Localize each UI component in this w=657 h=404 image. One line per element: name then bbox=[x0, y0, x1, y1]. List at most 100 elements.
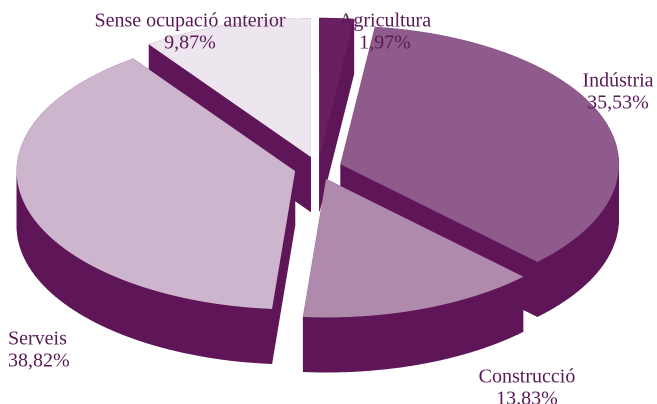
slice-side bbox=[140, 285, 148, 344]
slice-side bbox=[470, 294, 479, 353]
slice-side bbox=[516, 276, 524, 336]
slice-side bbox=[417, 307, 427, 365]
slice-side bbox=[401, 310, 411, 368]
slice-top bbox=[148, 18, 311, 158]
slice-side bbox=[161, 291, 170, 350]
slice-label: Indústria bbox=[582, 70, 653, 92]
slice bbox=[16, 58, 296, 365]
slice-side bbox=[133, 283, 141, 342]
slice-side bbox=[95, 267, 103, 327]
slice-side bbox=[504, 281, 512, 341]
slice-side bbox=[101, 270, 109, 329]
slice-side bbox=[336, 316, 346, 373]
slice-side bbox=[484, 289, 492, 349]
slice-side bbox=[24, 203, 28, 263]
slice-side bbox=[344, 316, 354, 373]
slice-side bbox=[440, 302, 450, 361]
slice-side bbox=[319, 316, 329, 373]
slice-side bbox=[230, 305, 240, 362]
slice-side bbox=[183, 297, 192, 355]
slice-side bbox=[90, 264, 97, 324]
slice-side bbox=[107, 272, 115, 332]
slice-side bbox=[510, 279, 518, 338]
slice-side bbox=[385, 312, 395, 370]
slice-side bbox=[455, 298, 464, 357]
slice-side bbox=[176, 295, 185, 354]
slice-side bbox=[589, 220, 594, 281]
slice-side bbox=[542, 255, 550, 315]
slice-side bbox=[582, 228, 587, 289]
slice bbox=[302, 178, 524, 373]
slice-side bbox=[191, 298, 200, 357]
slice-side bbox=[327, 316, 337, 373]
slice-side bbox=[120, 278, 128, 337]
slice-side bbox=[577, 231, 583, 292]
slice-side bbox=[47, 233, 53, 294]
slice-side bbox=[246, 306, 256, 364]
slice-value-label: 38,82% bbox=[8, 350, 70, 372]
slice-side bbox=[568, 238, 575, 299]
slice-label: Agricultura bbox=[339, 10, 431, 32]
slice-side bbox=[168, 293, 177, 352]
slice-side bbox=[586, 224, 591, 285]
slice-side bbox=[238, 306, 248, 363]
slice-side bbox=[602, 205, 606, 266]
slice-value-label: 1,97% bbox=[359, 32, 411, 54]
slice-side bbox=[393, 311, 403, 369]
slice-side bbox=[433, 304, 442, 362]
slice-side bbox=[74, 254, 80, 315]
slice-top bbox=[16, 58, 296, 309]
slice-side bbox=[477, 292, 485, 351]
slice-value-label: 13.83% bbox=[496, 388, 558, 404]
slice-side bbox=[263, 307, 273, 365]
slice-value-label: 9,87% bbox=[164, 32, 216, 54]
slice-side bbox=[69, 251, 75, 311]
slice-side bbox=[26, 206, 30, 268]
slice-side bbox=[548, 252, 555, 312]
slice-side bbox=[369, 314, 379, 371]
slice-side bbox=[605, 201, 609, 263]
slice-label: Sense ocupació anterior bbox=[94, 10, 285, 32]
slice-side bbox=[564, 242, 570, 302]
slice-side bbox=[199, 300, 208, 358]
slice-side bbox=[59, 244, 66, 305]
slice-label: Construcció bbox=[479, 366, 576, 388]
slice-side bbox=[40, 226, 45, 287]
slice-side bbox=[84, 261, 91, 321]
slice-side bbox=[497, 284, 505, 344]
slice-side bbox=[425, 306, 434, 364]
slice-side bbox=[206, 301, 216, 359]
slice-side bbox=[491, 287, 499, 346]
slice-side bbox=[573, 235, 579, 295]
slice-side bbox=[377, 313, 387, 371]
slice-side bbox=[222, 304, 232, 361]
slice bbox=[319, 17, 355, 212]
slice-top bbox=[302, 178, 524, 318]
slice-side bbox=[79, 257, 86, 318]
slice-side bbox=[352, 315, 362, 372]
slice-side bbox=[28, 210, 32, 272]
slice-side bbox=[537, 258, 544, 318]
slice-side bbox=[448, 300, 457, 359]
slice-top bbox=[319, 17, 355, 157]
slice-side bbox=[113, 275, 121, 335]
slice-side bbox=[214, 303, 224, 360]
slice-value-label: 35,53% bbox=[587, 92, 649, 114]
slice-side bbox=[64, 248, 70, 308]
slice-side bbox=[593, 216, 598, 278]
slice-side bbox=[599, 209, 604, 270]
slice-side bbox=[463, 296, 471, 355]
slice-side bbox=[51, 237, 57, 298]
slice-side bbox=[559, 245, 565, 305]
slice-side bbox=[311, 316, 321, 373]
slice-side bbox=[31, 214, 35, 276]
slice-side bbox=[409, 309, 419, 367]
slice-side bbox=[34, 218, 38, 280]
slice-side bbox=[596, 212, 601, 274]
slice-side bbox=[126, 280, 135, 340]
slice-side bbox=[553, 248, 560, 309]
slice-label: Serveis bbox=[8, 328, 67, 350]
slice-side bbox=[255, 307, 264, 364]
slice-top bbox=[340, 26, 619, 262]
